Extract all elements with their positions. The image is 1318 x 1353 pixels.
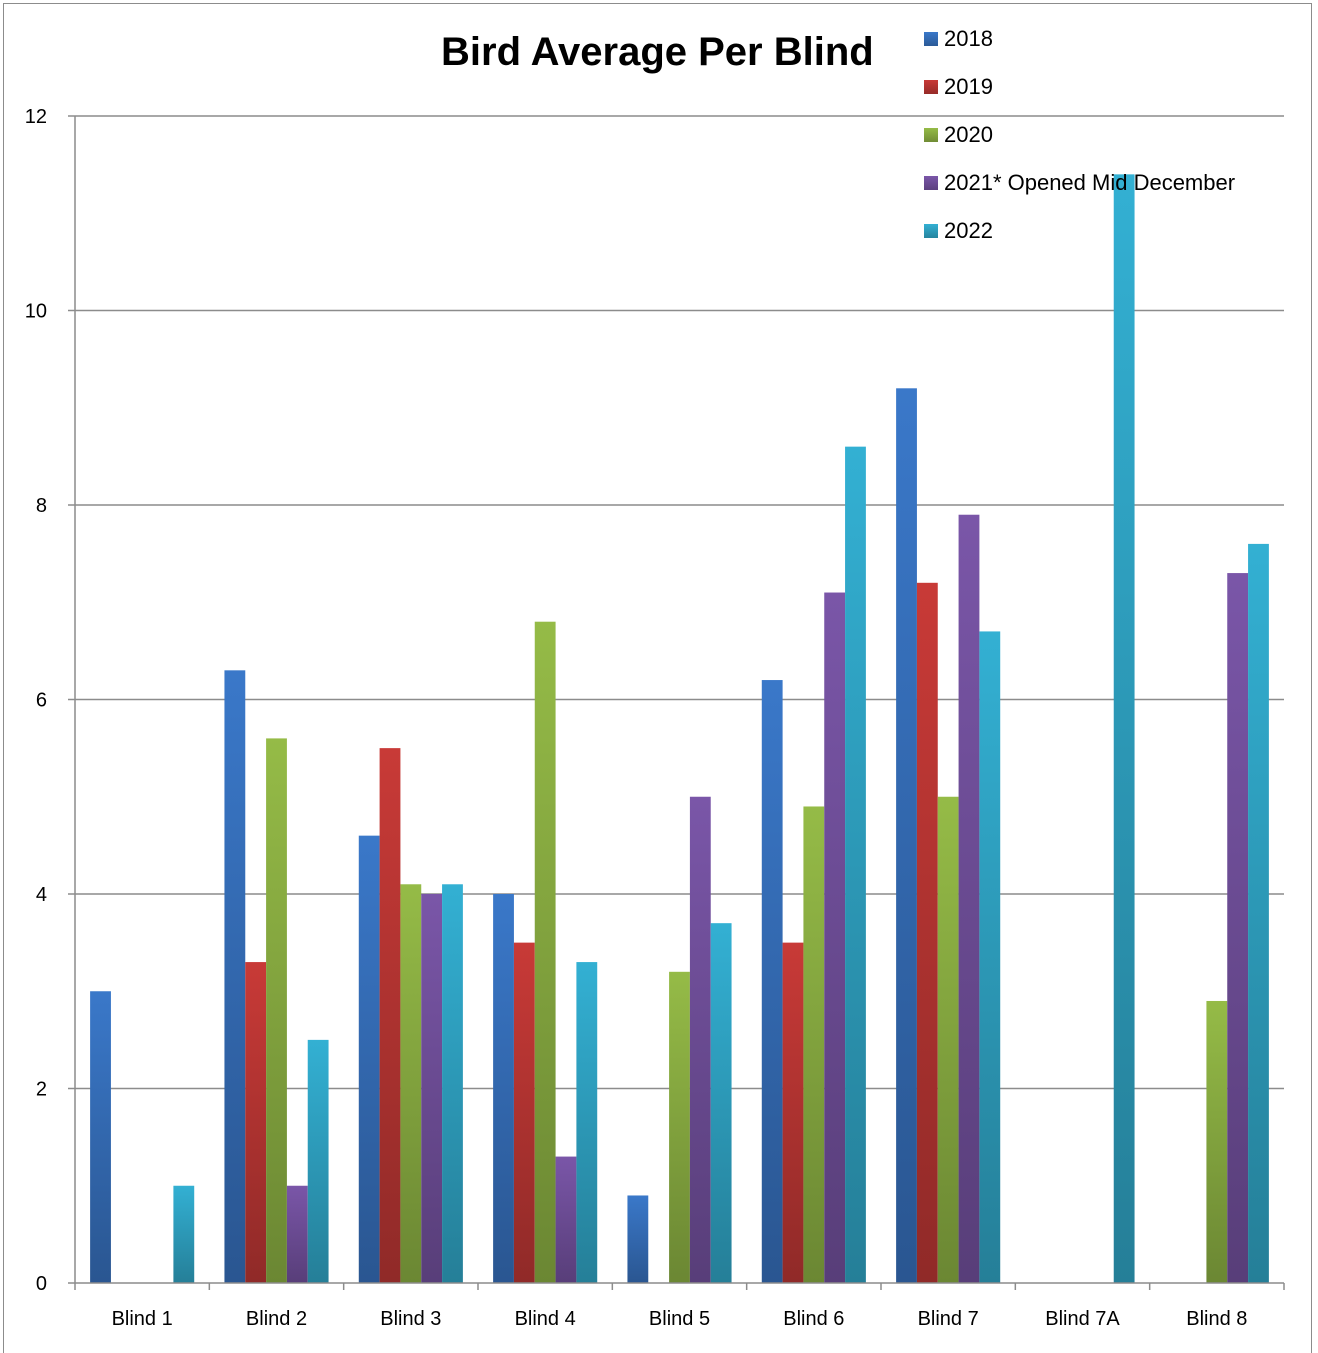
x-tick-label: Blind 6: [783, 1308, 844, 1330]
y-tick-label: 8: [36, 495, 47, 517]
gridlines: [75, 115, 1284, 1090]
x-tick-label: Blind 7: [918, 1308, 979, 1330]
legend-swatch: [924, 128, 938, 142]
x-tick-label: Blind 2: [246, 1308, 307, 1330]
legend-item: 2019: [924, 74, 993, 100]
y-tick-label: 6: [36, 690, 47, 712]
legend-label: 2019: [944, 74, 993, 99]
chart-frame: [3, 3, 1312, 1353]
bar: [534, 621, 556, 1283]
y-tick-label: 12: [25, 106, 47, 128]
bar: [979, 631, 1001, 1283]
legend-label: 2022: [944, 218, 993, 243]
tick-labels: 0 2 4 6 8 10 12 Blind 1 Blind 2 Blind 3 Blind 4 Bli…: [25, 106, 1248, 1330]
bar: [358, 835, 380, 1283]
x-tick-label: Blind 7A: [1045, 1308, 1120, 1330]
x-tick-label: Blind 8: [1186, 1308, 1247, 1330]
bar: [442, 884, 463, 1283]
bar: [916, 582, 938, 1283]
legend-label: 2018: [944, 26, 993, 51]
bar: [937, 796, 959, 1283]
legend-label: 2020: [944, 122, 993, 147]
bar: [576, 962, 598, 1283]
bar: [173, 1185, 195, 1283]
legend-swatch: [924, 224, 938, 238]
bar: [958, 514, 980, 1283]
axes: [68, 115, 1285, 1290]
y-tick-label: 4: [36, 884, 47, 906]
bar: [421, 894, 443, 1283]
legend-swatch: [924, 176, 938, 190]
bar: [493, 894, 514, 1283]
bar: [1248, 543, 1269, 1283]
bar: [90, 991, 111, 1283]
bar: [689, 796, 711, 1283]
x-tick-label: Blind 4: [515, 1308, 576, 1330]
bar: [307, 1039, 329, 1283]
bar: [896, 388, 917, 1283]
bar: [1227, 573, 1249, 1283]
bar: [286, 1185, 308, 1283]
bar: [379, 748, 401, 1283]
x-tick-label: Blind 1: [112, 1308, 173, 1330]
bar: [710, 923, 732, 1283]
bar: [400, 884, 422, 1283]
bar: [803, 806, 825, 1283]
y-tick-label: 2: [36, 1079, 47, 1101]
bar: [1206, 1000, 1228, 1283]
bar: [669, 971, 690, 1283]
x-tick-label: Blind 5: [649, 1308, 710, 1330]
bar: [513, 942, 535, 1283]
bars: [90, 174, 1269, 1284]
y-tick-label: 10: [25, 301, 47, 323]
bar: [845, 446, 866, 1283]
legend-item: 2020: [924, 122, 993, 148]
x-tick-label: Blind 3: [380, 1308, 441, 1330]
legend-swatch: [924, 80, 938, 94]
bar: [245, 962, 267, 1283]
y-tick-label: 0: [36, 1273, 47, 1295]
legend-label: 2021* Opened Mid December: [944, 170, 1236, 195]
bar: [824, 592, 846, 1283]
bar: [555, 1156, 577, 1283]
bar: [224, 670, 246, 1283]
legend-item: 2021* Opened Mid December: [924, 170, 1235, 196]
bar: [1113, 174, 1135, 1284]
chart-title: Bird Average Per Blind: [441, 30, 874, 74]
bar: [627, 1195, 649, 1283]
bar: [761, 680, 783, 1283]
bar: [266, 738, 287, 1283]
legend-swatch: [924, 32, 938, 46]
legend-item: 2022: [924, 218, 993, 244]
legend-item: 2018: [924, 26, 993, 52]
bar: [782, 942, 804, 1283]
